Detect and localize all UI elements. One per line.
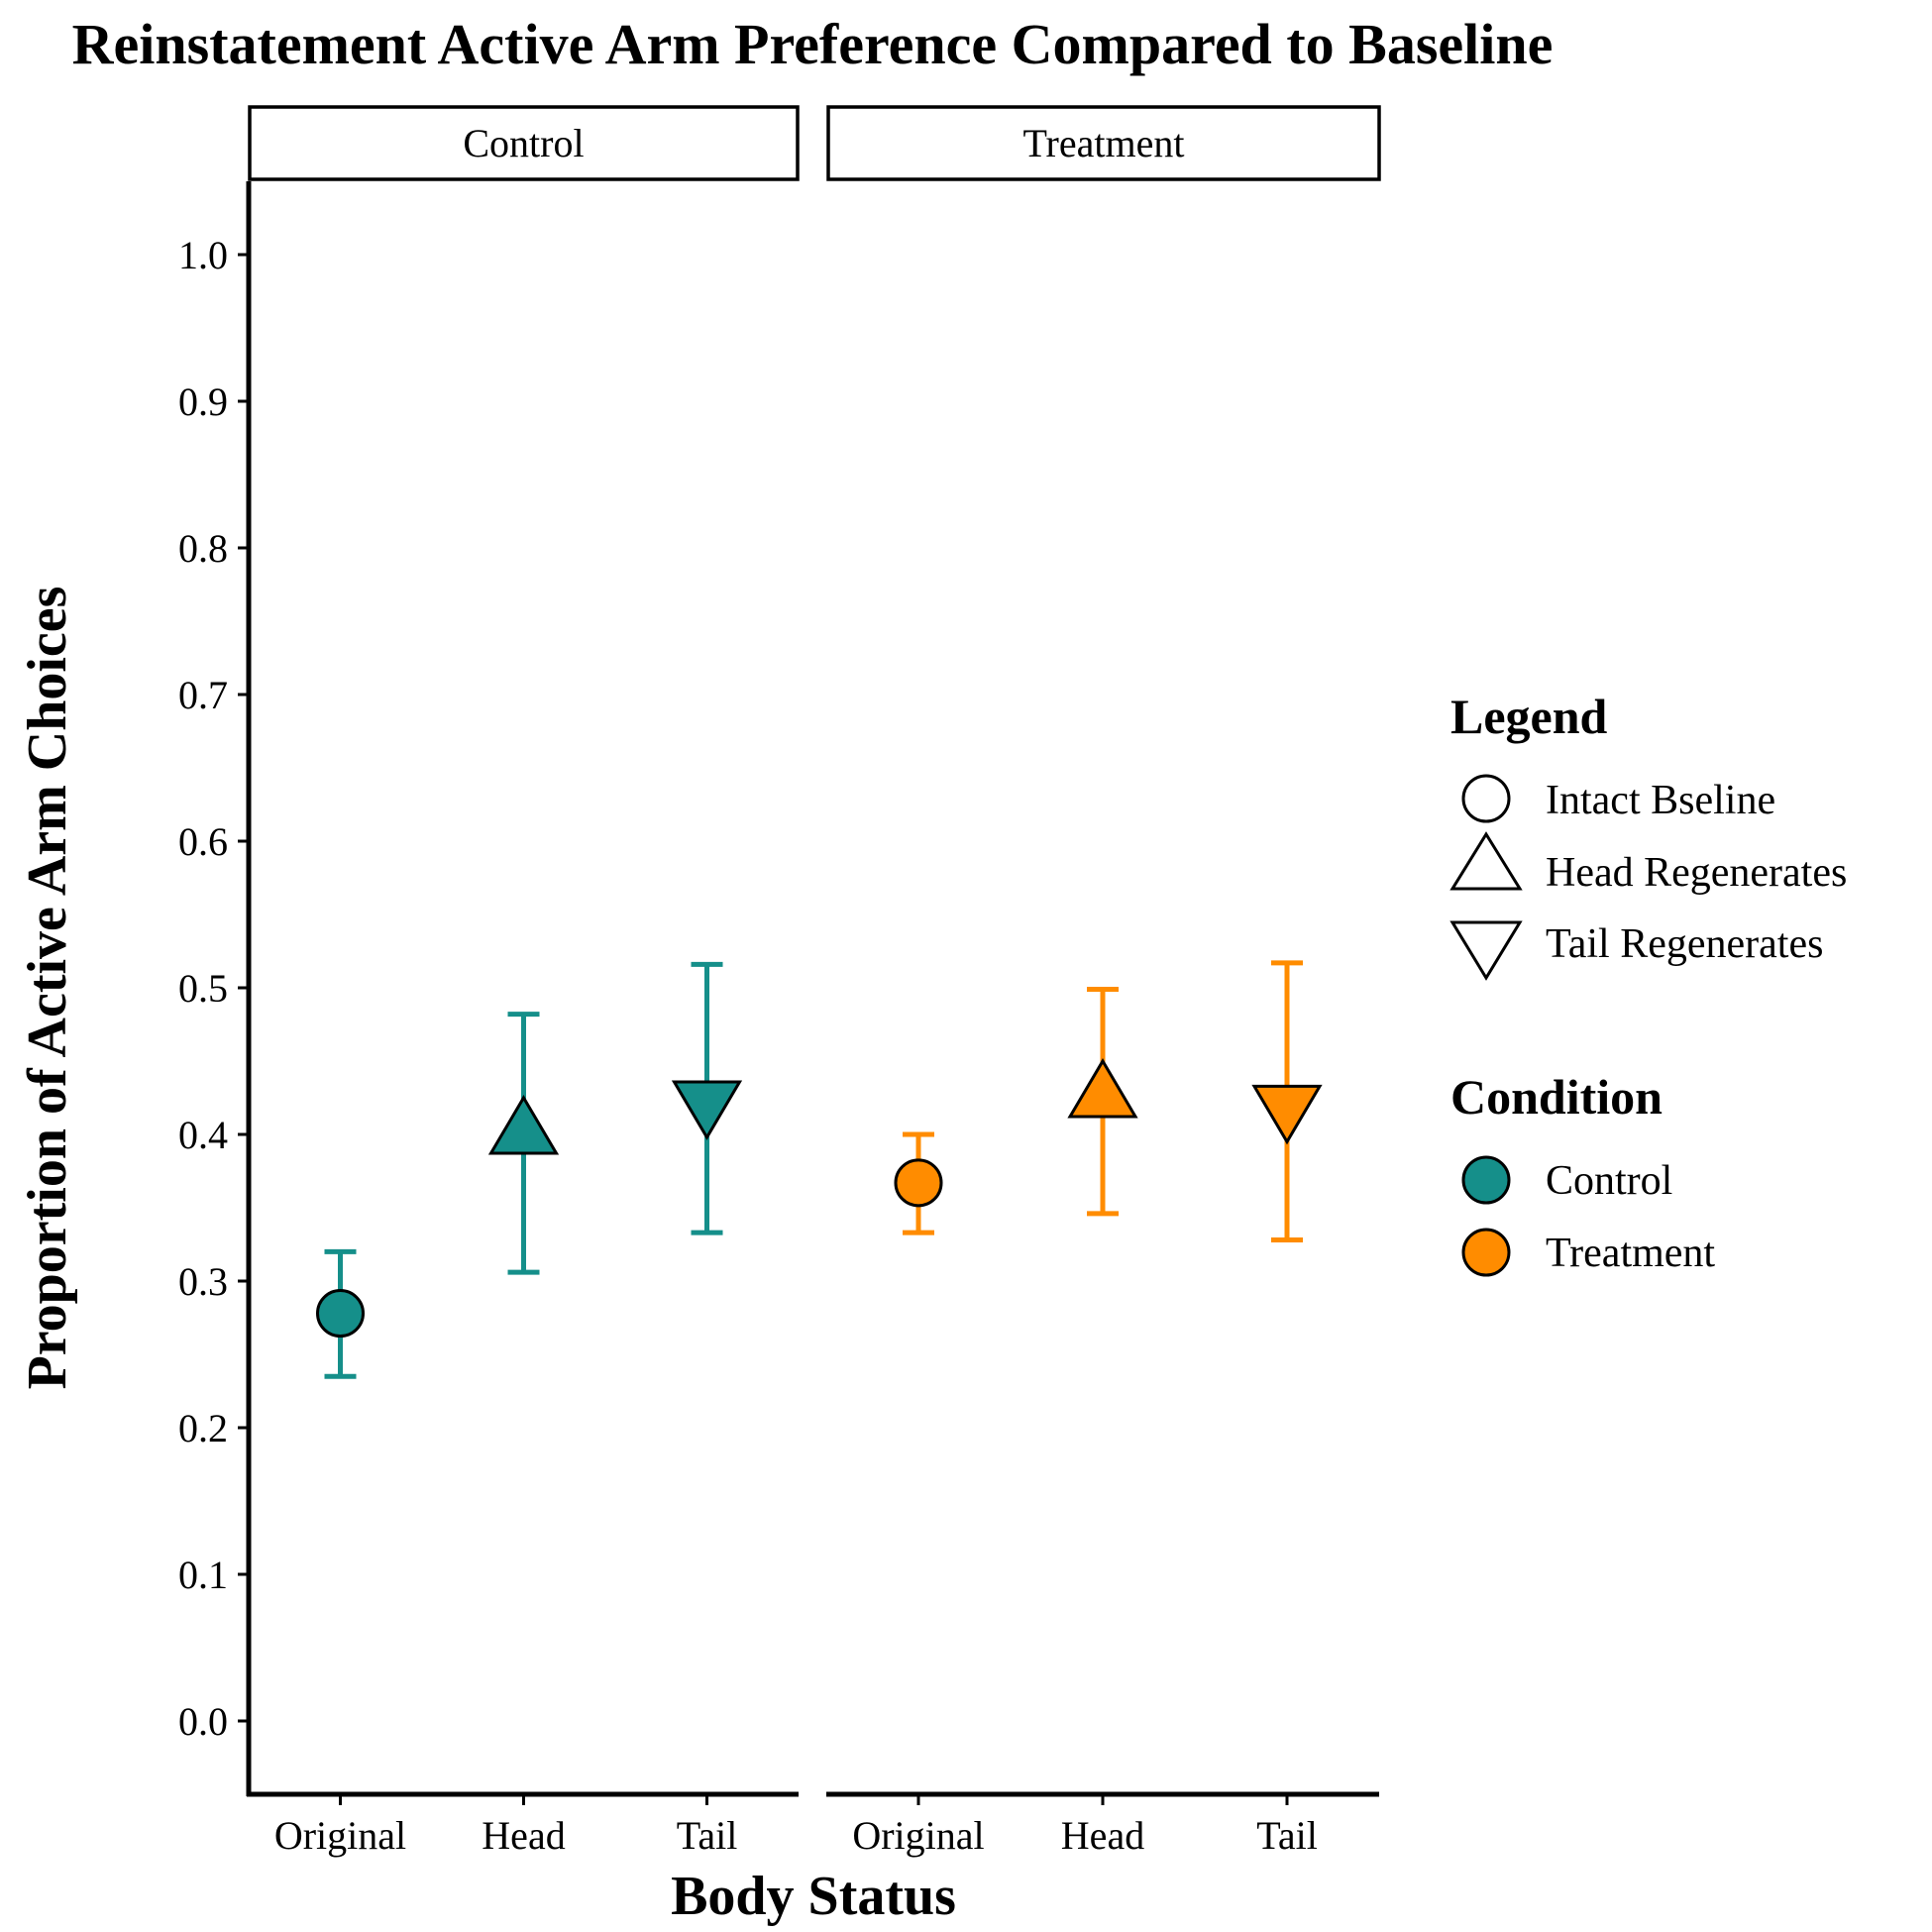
y-axis-ticks: 0.0 0.1 0.2 0.3 0.4 0.5 0.6 0.7 0.8 0.9 1.0 xyxy=(178,233,249,1744)
legend-triangle-up-icon xyxy=(1449,831,1523,891)
legend-color-title: Condition xyxy=(1450,1069,1663,1125)
data-point-triangle-up xyxy=(487,1095,560,1155)
y-tick-label: 0.1 xyxy=(178,1553,228,1597)
legend-treatment-swatch-icon xyxy=(1461,1228,1511,1277)
chart-title: Reinstatement Active Arm Preference Comp… xyxy=(72,12,1554,76)
data-point-group xyxy=(1251,960,1323,1243)
data-point-circle xyxy=(316,1289,365,1339)
x-tick-label: Head xyxy=(482,1813,565,1858)
data-point-group xyxy=(487,1012,560,1275)
legend-circle-icon xyxy=(1461,774,1511,823)
x-tick-label: Tail xyxy=(1256,1813,1318,1858)
data-point-group xyxy=(671,961,743,1235)
data-point-group xyxy=(316,1248,365,1379)
legend-color-item-control: Control xyxy=(1461,1155,1672,1205)
legend-color-item-treatment: Treatment xyxy=(1461,1228,1715,1277)
legend-triangle-down-icon xyxy=(1449,920,1523,981)
x-axis-title: Body Status xyxy=(671,1866,956,1927)
x-tick-label: Original xyxy=(274,1813,406,1858)
facet-label-treatment: Treatment xyxy=(1023,121,1185,165)
legend-shape-title: Legend xyxy=(1450,689,1608,744)
data-point-group xyxy=(894,1131,943,1235)
data-point-group xyxy=(1067,986,1138,1217)
legend-shape-item-triangle-down: Tail Regenerates xyxy=(1449,920,1823,981)
x-axis-ticks: Original Head Tail Original Head Tail xyxy=(274,1794,1318,1858)
legend-color-label-treatment: Treatment xyxy=(1546,1231,1715,1276)
facet-strip-treatment: Treatment xyxy=(826,105,1381,181)
y-tick-label: 0.9 xyxy=(178,379,228,424)
y-axis-title: Proportion of Active Arm Choices xyxy=(17,587,78,1390)
legend-color-label-control: Control xyxy=(1546,1158,1672,1204)
y-tick-label: 0.3 xyxy=(178,1259,228,1304)
data-point-triangle-down xyxy=(671,1080,743,1140)
y-tick-label: 1.0 xyxy=(178,233,228,277)
y-tick-label: 0.8 xyxy=(178,526,228,571)
y-tick-label: 0.2 xyxy=(178,1406,228,1450)
data-point-circle xyxy=(894,1158,943,1208)
y-tick-label: 0.6 xyxy=(178,819,228,864)
x-tick-label: Tail xyxy=(677,1813,738,1858)
data-marks xyxy=(316,960,1323,1379)
data-point-triangle-up xyxy=(1067,1058,1138,1119)
legend-shape-item-circle: Intact Bseline xyxy=(1461,774,1775,823)
facet-label-control: Control xyxy=(463,121,584,165)
y-tick-label: 0.7 xyxy=(178,673,228,717)
facet-strip-control: Control xyxy=(248,105,800,181)
legend-shape-item-triangle-up: Head Regenerates xyxy=(1449,831,1847,896)
y-tick-label: 0.0 xyxy=(178,1699,228,1744)
legend-shape-label-circle: Intact Bseline xyxy=(1546,778,1775,823)
legend: Legend Intact Bseline Head Regenerates T… xyxy=(1449,689,1847,1277)
y-tick-label: 0.4 xyxy=(178,1113,228,1157)
y-tick-label: 0.5 xyxy=(178,966,228,1011)
legend-control-swatch-icon xyxy=(1461,1155,1511,1205)
x-tick-label: Original xyxy=(852,1813,984,1858)
x-tick-label: Head xyxy=(1061,1813,1144,1858)
legend-shape-label-triangle-down: Tail Regenerates xyxy=(1546,921,1823,967)
legend-shape-label-triangle-up: Head Regenerates xyxy=(1546,850,1847,896)
data-point-triangle-down xyxy=(1251,1084,1323,1145)
